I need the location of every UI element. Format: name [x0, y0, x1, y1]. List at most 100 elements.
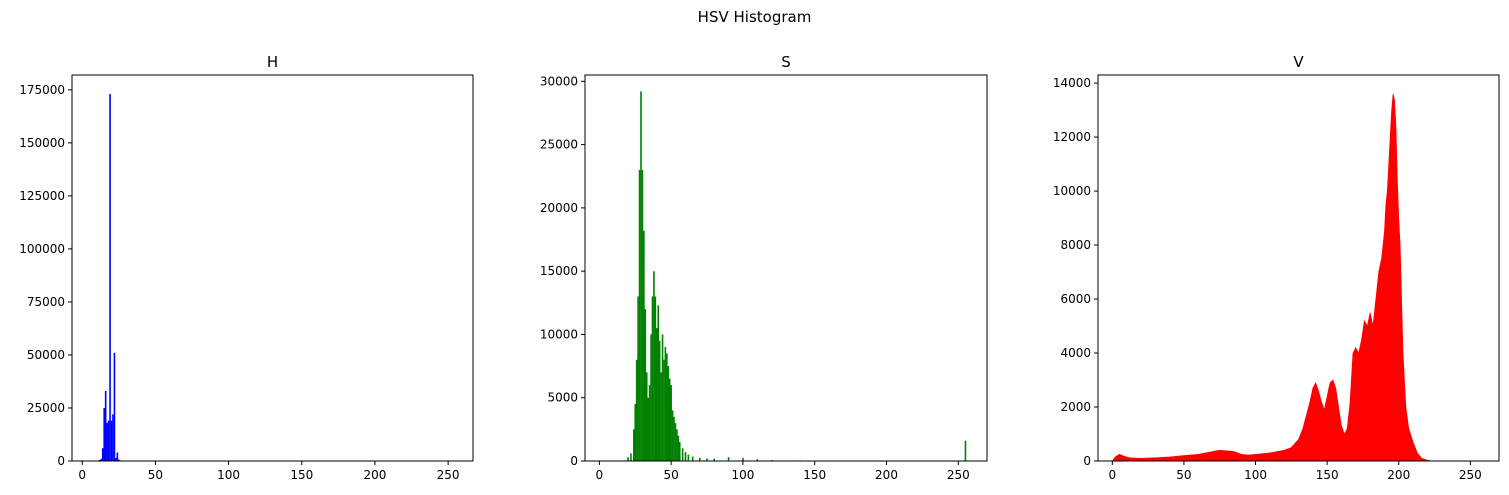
s-bar — [681, 448, 684, 461]
s-y-tick-label: 25000 — [540, 138, 578, 152]
s-bar — [687, 454, 690, 461]
s-bar — [674, 423, 677, 461]
s-bar — [678, 442, 681, 461]
s-bar — [641, 169, 644, 461]
h-y-tick-label: 150000 — [19, 136, 65, 150]
s-bar — [660, 372, 662, 461]
h-y-tick-label: 125000 — [19, 189, 65, 203]
s-bar — [670, 385, 672, 461]
h-bar — [109, 94, 111, 461]
s-bar — [654, 296, 657, 461]
v-histogram-area — [1111, 93, 1432, 462]
subplot-s: 0 50 100 150 200 250 0 5000 10000 15000 20000 25000… — [540, 53, 988, 482]
s-bar — [663, 359, 665, 461]
h-bar — [104, 391, 107, 461]
s-bar — [655, 328, 658, 461]
s-bar — [633, 429, 635, 461]
v-axes-frame — [1097, 74, 1500, 462]
s-y-tick-label: 15000 — [540, 264, 578, 278]
h-x-tick-label: 150 — [290, 468, 313, 482]
v-x-tick-label: 250 — [1459, 468, 1482, 482]
s-bar — [742, 457, 744, 461]
s-bar — [634, 404, 637, 461]
h-y-tick-label: 0 — [57, 454, 65, 468]
h-y-tick-label: 100000 — [19, 242, 65, 256]
s-x-tick-label: 50 — [664, 468, 679, 482]
s-bar — [645, 372, 648, 461]
h-bar — [116, 452, 119, 461]
s-bar — [644, 309, 647, 461]
s-bar — [673, 416, 675, 461]
s-bar — [627, 457, 629, 461]
s-bar — [699, 457, 701, 461]
v-subplot-title: V — [1293, 53, 1304, 71]
h-x-tick-label: 0 — [78, 468, 86, 482]
h-bar — [118, 459, 120, 461]
s-bar — [691, 456, 694, 461]
s-bar — [648, 385, 651, 461]
h-y-tick-label: 175000 — [19, 83, 65, 97]
h-y-tick-label: 50000 — [27, 348, 65, 362]
s-x-tick-label: 100 — [731, 468, 754, 482]
s-axes-frame — [584, 74, 988, 462]
v-x-tick-label: 50 — [1176, 468, 1191, 482]
v-x-tick-label: 100 — [1244, 468, 1267, 482]
s-x-tick-label: 150 — [803, 468, 826, 482]
s-bar — [635, 359, 638, 461]
s-bar — [684, 452, 687, 461]
s-bar — [643, 230, 645, 461]
s-x-tick-label: 250 — [947, 468, 970, 482]
h-bar — [106, 422, 108, 461]
subplot-v: 0 50 100 150 200 250 0 2000 4000 6000 8000 10000 120… — [1053, 53, 1500, 482]
s-bar — [630, 453, 632, 461]
s-x-tick-label: 0 — [596, 468, 604, 482]
h-bar — [100, 458, 103, 461]
s-y-tick-label: 10000 — [540, 327, 578, 341]
v-y-tick-label: 4000 — [1060, 346, 1091, 360]
s-bar — [706, 458, 708, 461]
h-axes-frame — [71, 74, 474, 462]
s-bar — [651, 296, 654, 461]
h-y-tick-label: 25000 — [27, 401, 65, 415]
v-y-tick-label: 14000 — [1053, 76, 1091, 90]
h-x-tick-label: 250 — [437, 468, 460, 482]
figure-title: HSV Histogram — [697, 8, 812, 26]
s-bar — [640, 91, 642, 462]
v-y-tick-label: 2000 — [1060, 400, 1091, 414]
s-bar — [666, 353, 668, 461]
h-bar — [112, 414, 114, 461]
s-bar — [713, 458, 716, 461]
v-y-tick-label: 6000 — [1060, 292, 1091, 306]
h-bar — [99, 459, 101, 461]
s-bar — [756, 459, 759, 461]
h-subplot-title: H — [267, 53, 278, 71]
s-bar — [676, 429, 678, 461]
s-bar — [671, 410, 674, 461]
s-bar — [637, 296, 639, 461]
v-x-tick-label: 200 — [1387, 468, 1410, 482]
s-bar — [661, 334, 664, 461]
h-bar — [103, 407, 105, 461]
s-bar — [770, 459, 773, 461]
h-bar — [115, 457, 117, 461]
h-bar — [110, 420, 113, 461]
h-x-tick-label: 50 — [148, 468, 163, 482]
s-subplot-title: S — [781, 53, 791, 71]
s-bar — [657, 305, 660, 461]
s-bar — [668, 378, 671, 461]
s-y-tick-label: 5000 — [547, 391, 578, 405]
v-x-tick-label: 0 — [1109, 468, 1117, 482]
v-y-tick-label: 10000 — [1053, 184, 1091, 198]
h-bar — [107, 420, 110, 461]
s-bar — [658, 340, 661, 461]
s-bar — [727, 457, 730, 461]
s-bar — [647, 397, 649, 461]
h-bar — [101, 448, 104, 461]
s-y-tick-label: 20000 — [540, 201, 578, 215]
subplot-h: 0 50 100 150 200 250 0 25000 50000 75000 100000 125… — [19, 53, 474, 482]
h-bar — [113, 352, 116, 461]
s-y-tick-label: 30000 — [540, 74, 578, 88]
v-y-tick-label: 0 — [1083, 454, 1091, 468]
s-bar — [650, 334, 652, 461]
